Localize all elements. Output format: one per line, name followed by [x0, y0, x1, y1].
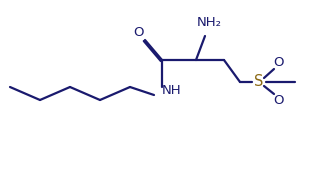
Text: NH₂: NH₂ — [197, 15, 222, 29]
Text: NH: NH — [162, 83, 182, 97]
Text: O: O — [273, 56, 283, 70]
Text: O: O — [273, 94, 283, 106]
Text: O: O — [133, 27, 143, 39]
Text: S: S — [254, 74, 264, 89]
